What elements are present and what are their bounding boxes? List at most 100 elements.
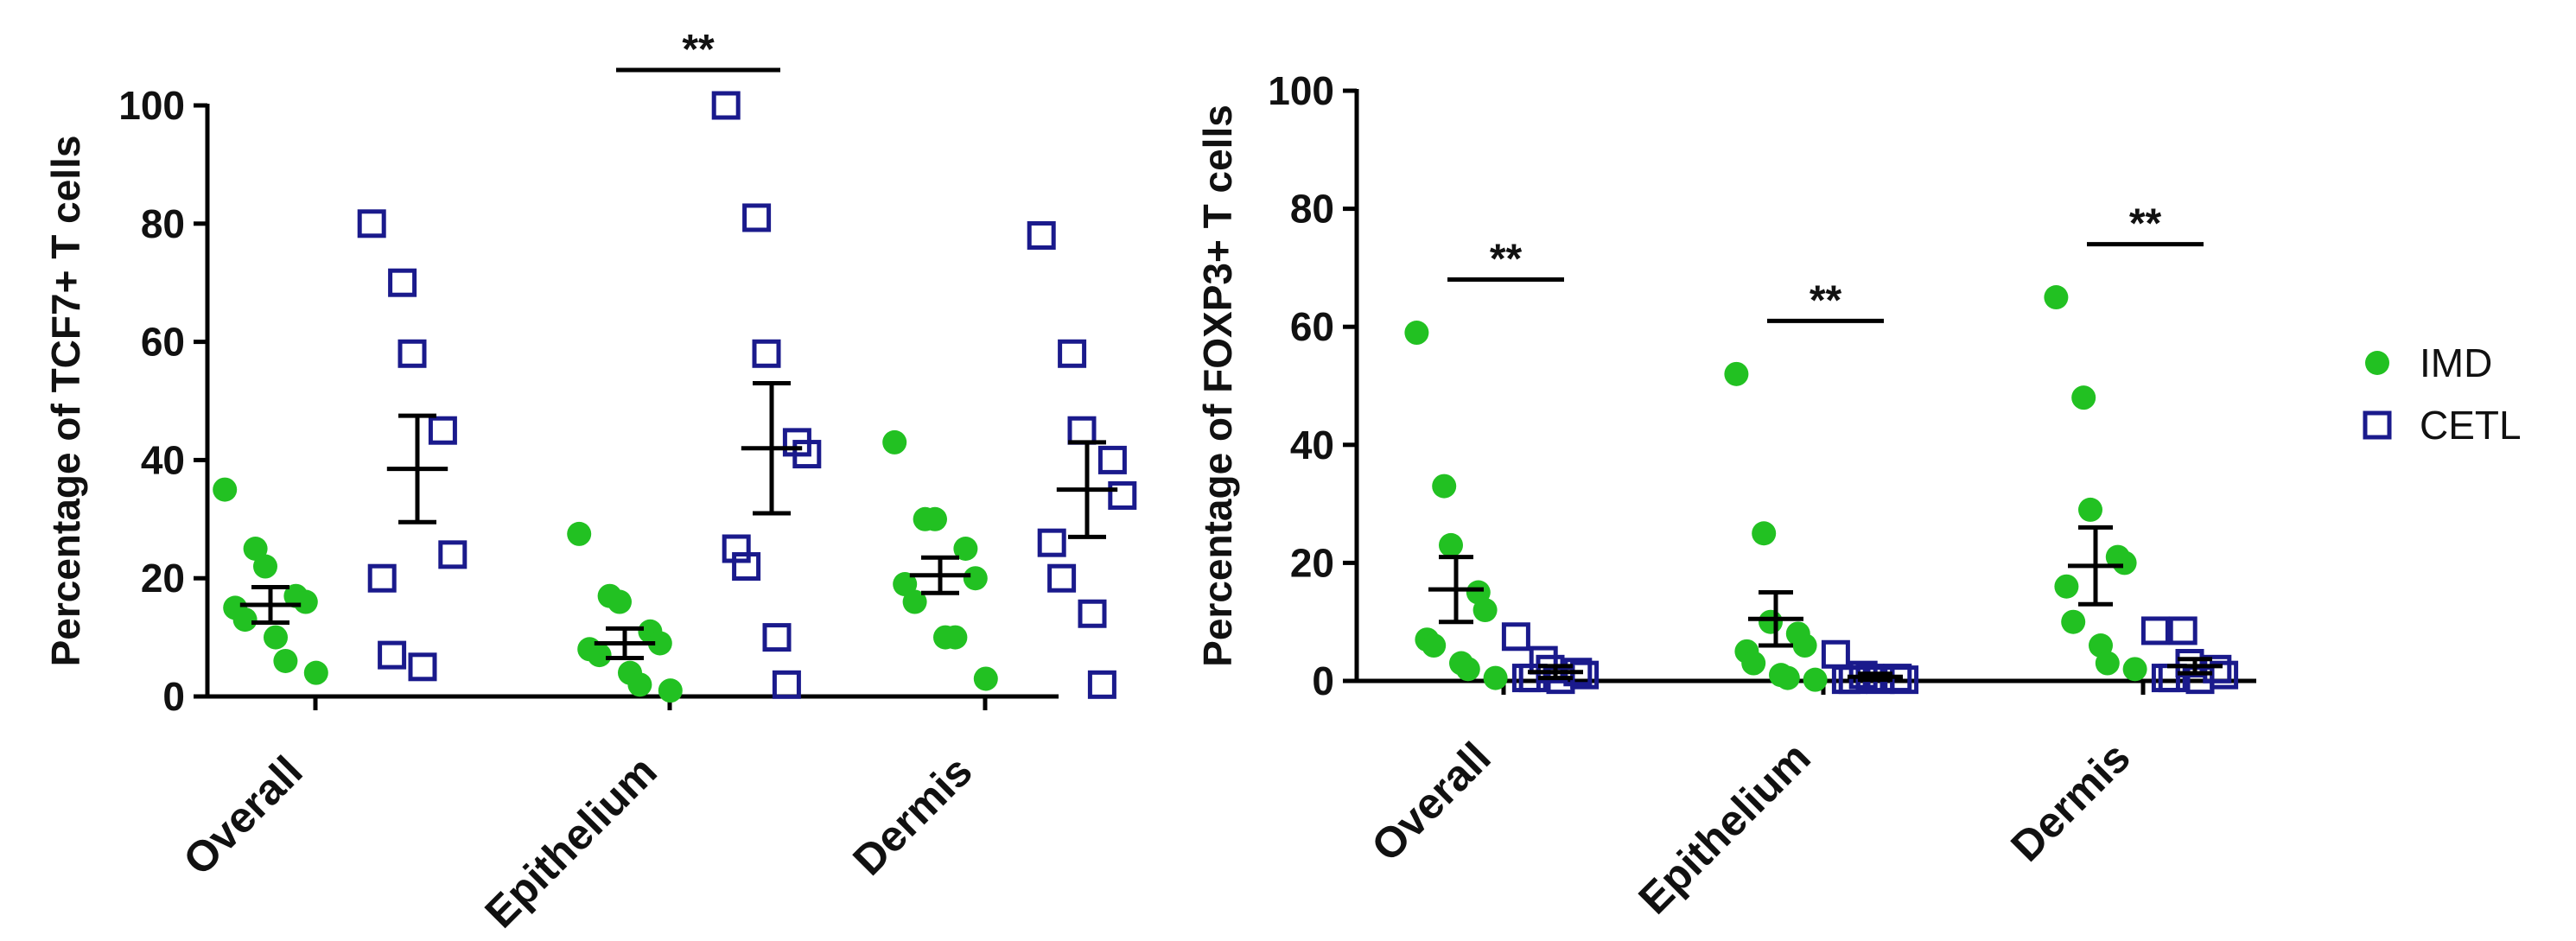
y-tick-label: 80 — [1290, 187, 1334, 232]
data-point-cetl — [762, 623, 792, 652]
data-point-cetl — [1027, 220, 1056, 250]
legend: IMD CETL — [2363, 340, 2522, 448]
panel-foxp3: 0 20 40 60 80 100 Percentage of FOXP3+ T cells… — [1195, 68, 2256, 923]
data-point-cetl — [711, 91, 741, 120]
data-point-imd — [2044, 285, 2069, 310]
data-point-imd — [1439, 532, 1463, 557]
data-point-cetl — [1087, 670, 1116, 699]
data-point-cetl — [1821, 639, 1850, 669]
y-axis-label: Percentage of FOXP3+ T cells — [1195, 105, 1240, 667]
data-point-imd — [2071, 385, 2096, 410]
legend-imd-marker — [2365, 351, 2389, 375]
data-point-cetl — [1058, 339, 1087, 368]
y-tick-label: 100 — [1268, 68, 1334, 113]
legend-cetl-label: CETL — [2420, 403, 2522, 448]
x-tick-label: Epithelium — [1629, 733, 1819, 923]
data-point-imd — [567, 521, 592, 546]
x-tick-label: Overall — [174, 747, 311, 884]
data-point-imd — [213, 477, 238, 502]
data-point-imd — [893, 572, 918, 597]
data-point-imd — [1483, 665, 1508, 690]
y-tick-label: 20 — [1290, 540, 1334, 585]
data-point-cetl — [1037, 528, 1066, 557]
x-tick-label: Dermis — [2001, 733, 2139, 870]
data-point-imd — [1724, 361, 1749, 386]
data-point-cetl — [2168, 616, 2198, 645]
data-point-imd — [273, 648, 298, 673]
data-point-cetl — [742, 203, 772, 232]
y-tick-label: 20 — [141, 556, 185, 601]
data-point-imd — [658, 678, 683, 703]
data-point-cetl — [428, 416, 457, 445]
data-point-imd — [1759, 609, 1783, 634]
data-point-imd — [627, 672, 652, 697]
data-point-cetl — [388, 268, 417, 297]
data-point-imd — [303, 660, 328, 685]
data-point-imd — [264, 625, 288, 650]
x-tick-label: Overall — [1362, 733, 1499, 870]
data-point-cetl — [1078, 599, 1107, 628]
data-point-imd — [1775, 665, 1800, 690]
data-point-imd — [2054, 574, 2079, 599]
data-point-cetl — [2158, 664, 2187, 693]
data-point-cetl — [367, 563, 397, 593]
data-point-cetl — [408, 652, 437, 682]
data-point-imd — [2078, 497, 2102, 522]
y-tick-label: 40 — [1290, 423, 1334, 467]
data-point-cetl — [1501, 622, 1530, 652]
legend-cetl-marker — [2363, 410, 2392, 440]
data-point-imd — [243, 537, 268, 561]
significance-label: ** — [1810, 277, 1842, 323]
data-point-imd — [1432, 474, 1457, 499]
data-point-cetl — [1047, 563, 1077, 593]
data-point-cetl — [438, 540, 467, 569]
data-point-cetl — [1097, 445, 1127, 474]
y-tick-label: 60 — [1290, 304, 1334, 349]
data-point-imd — [1752, 521, 1777, 546]
data-point-cetl — [1067, 416, 1097, 445]
data-point-cetl — [732, 552, 761, 582]
data-point-cetl — [722, 534, 751, 563]
significance-label: ** — [1490, 237, 1523, 283]
y-tick-label: 40 — [141, 437, 185, 482]
data-point-imd — [587, 643, 612, 668]
x-tick-label: Epithelium — [475, 747, 665, 937]
data-point-imd — [963, 566, 988, 591]
data-point-imd — [953, 537, 978, 561]
data-point-cetl — [752, 339, 781, 368]
y-tick-label: 0 — [162, 674, 185, 719]
legend-imd-label: IMD — [2420, 340, 2492, 385]
data-point-cetl — [378, 640, 407, 670]
data-point-cetl — [2151, 664, 2180, 693]
y-tick-label: 80 — [141, 201, 185, 246]
panel-tcf7: 0 20 40 60 80 100 Percentage of TCF7+ T cells O… — [43, 27, 1137, 937]
y-tick-label: 60 — [141, 320, 185, 365]
y-tick-label: 100 — [118, 83, 185, 128]
data-point-imd — [607, 589, 632, 614]
data-point-imd — [1741, 651, 1766, 676]
data-point-imd — [1455, 657, 1480, 682]
y-axis-label: Percentage of TCF7+ T cells — [43, 136, 88, 667]
data-point-imd — [293, 589, 318, 614]
data-point-imd — [2061, 609, 2086, 634]
data-point-imd — [232, 607, 258, 633]
data-point-imd — [2112, 550, 2137, 575]
data-point-imd — [973, 666, 998, 691]
data-point-imd — [253, 554, 277, 579]
data-point-imd — [902, 589, 927, 614]
y-tick-label: 0 — [1312, 658, 1334, 703]
data-point-cetl — [398, 339, 427, 368]
data-point-imd — [1422, 633, 1447, 658]
data-point-cetl — [2140, 616, 2170, 645]
data-point-imd — [1404, 321, 1429, 346]
data-point-cetl — [792, 440, 822, 469]
data-point-cetl — [772, 670, 801, 699]
significance-label: ** — [682, 27, 715, 73]
data-point-imd — [882, 429, 907, 455]
data-point-imd — [2095, 651, 2120, 676]
significance-label: ** — [2129, 201, 2162, 247]
data-point-imd — [1792, 633, 1817, 658]
data-point-imd — [943, 625, 968, 650]
data-point-imd — [647, 631, 672, 656]
